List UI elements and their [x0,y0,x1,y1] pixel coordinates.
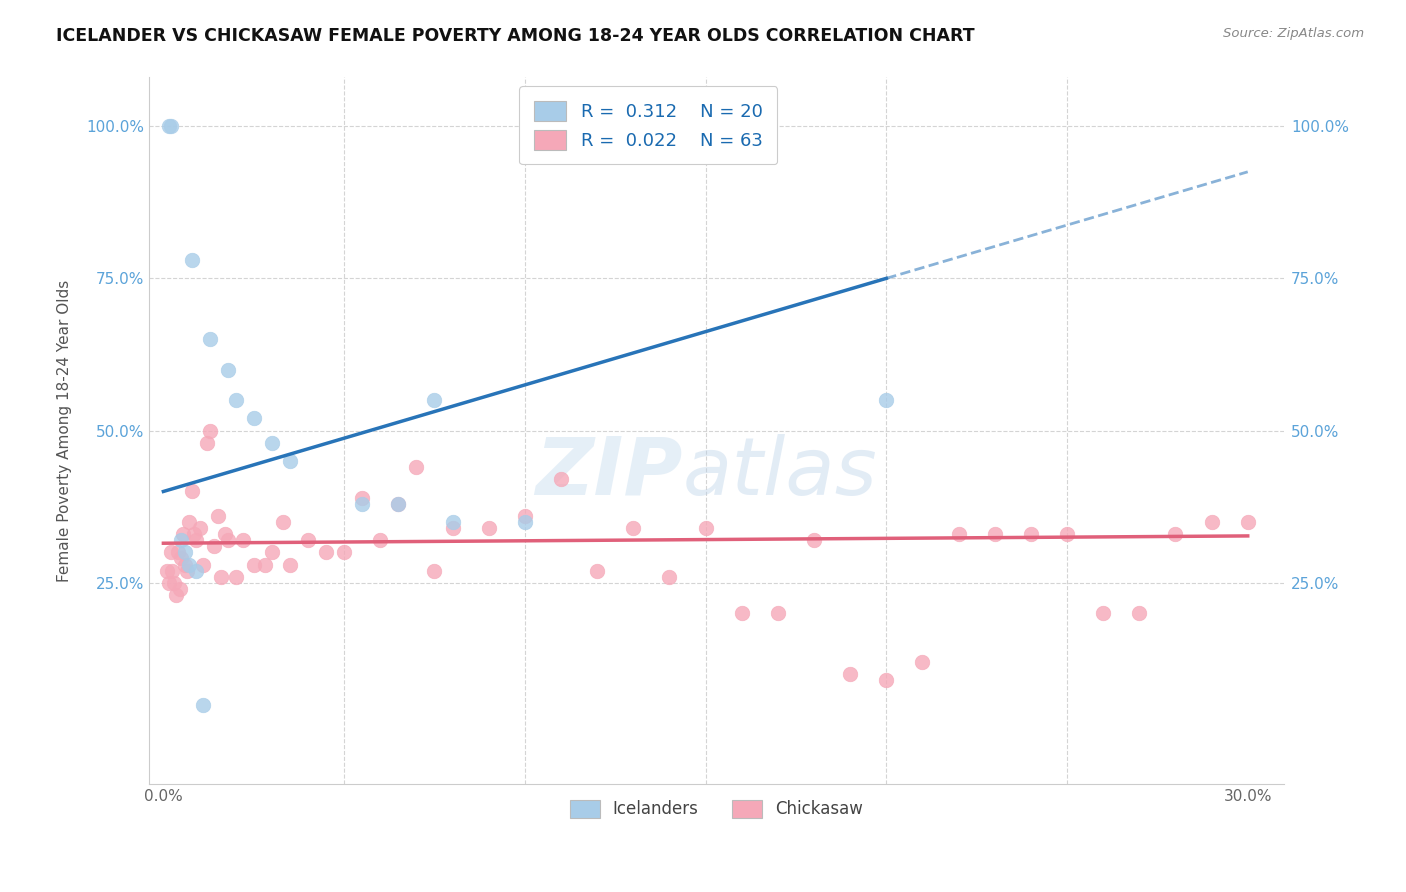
Point [333,545,356,559]
Point [260,545,283,559]
Point [166,545,188,559]
Point [387,497,409,511]
Point [225,393,247,408]
Point [162,564,184,578]
Point [165,588,187,602]
Text: atlas: atlas [682,434,877,512]
Point [188,521,211,535]
Point [766,606,789,620]
Point [441,515,464,529]
Point [803,533,825,548]
Point [160,119,183,133]
Point [271,515,294,529]
Point [1164,527,1187,541]
Point [875,393,897,408]
Point [441,521,464,535]
Legend: Icelanders, Chickasaw: Icelanders, Chickasaw [562,793,870,825]
Point [209,570,232,584]
Point [156,564,179,578]
Point [695,521,717,535]
Point [242,411,264,425]
Point [232,533,254,548]
Point [586,564,609,578]
Point [423,564,446,578]
Point [174,545,197,559]
Point [983,527,1005,541]
Point [278,454,301,468]
Point [368,533,391,548]
Point [217,362,239,376]
Point [181,253,204,268]
Point [621,521,644,535]
Text: ICELANDER VS CHICKASAW FEMALE POVERTY AMONG 18-24 YEAR OLDS CORRELATION CHART: ICELANDER VS CHICKASAW FEMALE POVERTY AM… [56,27,974,45]
Point [658,570,681,584]
Point [297,533,319,548]
Point [191,698,214,712]
Point [177,515,200,529]
Point [513,515,536,529]
Point [278,558,301,572]
Point [174,558,197,572]
Point [159,545,181,559]
Point [184,564,207,578]
Point [225,570,247,584]
Point [253,558,276,572]
Point [214,527,236,541]
Point [1056,527,1078,541]
Point [177,558,200,572]
Point [191,558,214,572]
Point [176,564,198,578]
Point [513,508,536,523]
Point [1236,515,1258,529]
Text: Source: ZipAtlas.com: Source: ZipAtlas.com [1223,27,1364,40]
Point [163,575,186,590]
Point [1128,606,1150,620]
Point [352,497,374,511]
Point [207,508,229,523]
Text: ZIP: ZIP [534,434,682,512]
Point [172,527,194,541]
Point [260,435,283,450]
Point [169,582,191,596]
Point [1092,606,1115,620]
Point [157,119,180,133]
Point [875,673,897,688]
Point [242,558,264,572]
Point [405,460,427,475]
Point [181,484,204,499]
Point [202,539,225,553]
Point [731,606,754,620]
Point [839,667,862,681]
Point [195,435,218,450]
Point [478,521,501,535]
Point [315,545,337,559]
Y-axis label: Female Poverty Among 18-24 Year Olds: Female Poverty Among 18-24 Year Olds [58,279,72,582]
Point [217,533,239,548]
Point [170,533,193,548]
Point [1201,515,1223,529]
Point [170,551,193,566]
Point [352,491,374,505]
Point [948,527,970,541]
Point [387,497,409,511]
Point [200,424,222,438]
Point [157,575,180,590]
Point [911,655,934,669]
Point [423,393,446,408]
Point [550,472,572,486]
Point [1019,527,1042,541]
Point [200,332,222,346]
Point [184,533,207,548]
Point [183,527,205,541]
